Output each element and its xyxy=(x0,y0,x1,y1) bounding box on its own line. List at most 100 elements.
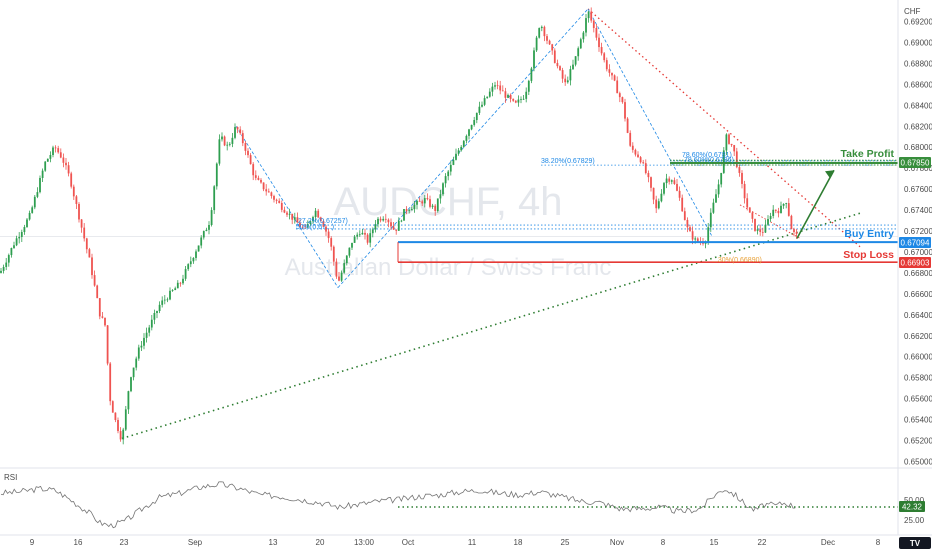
candle-bull xyxy=(579,39,582,49)
candle-bull xyxy=(52,147,54,155)
candle-bull xyxy=(764,224,767,233)
candle-bear xyxy=(330,238,333,247)
candle-bull xyxy=(470,124,473,130)
candle-bull xyxy=(189,261,192,265)
candle-bull xyxy=(210,210,213,225)
candle-bear xyxy=(104,317,106,326)
candle-bull xyxy=(767,219,769,225)
price-tick-label: 0.65200 xyxy=(904,437,932,446)
time-tick-label: 16 xyxy=(74,538,83,547)
candle-bull xyxy=(525,91,528,99)
candle-bull xyxy=(725,134,728,151)
candle-bull xyxy=(161,300,164,305)
candle-bull xyxy=(2,266,5,271)
stop-loss-badge-text: 0.66903 xyxy=(901,259,930,268)
candle-bull xyxy=(478,106,481,113)
candle-bear xyxy=(592,20,595,28)
candle-bear xyxy=(733,145,736,152)
candle-bull xyxy=(5,262,8,267)
candle-bull xyxy=(520,99,522,101)
candle-bull xyxy=(785,203,788,205)
candle-bull xyxy=(46,158,49,162)
time-tick-label: Oct xyxy=(402,538,415,547)
candle-bull xyxy=(140,345,143,348)
price-tick-label: 0.68600 xyxy=(904,80,932,89)
candle-bear xyxy=(119,431,122,440)
candle-bear xyxy=(106,325,109,364)
candle-bull xyxy=(221,136,223,140)
levels-layer xyxy=(397,159,898,263)
candle-bear xyxy=(616,80,619,94)
candle-bear xyxy=(332,246,335,262)
candle-bear xyxy=(273,196,275,200)
rsi-tick-25: 25.00 xyxy=(904,516,925,525)
candle-bull xyxy=(517,99,520,103)
candle-bear xyxy=(88,249,91,258)
candle-bull xyxy=(218,139,221,164)
candle-bull xyxy=(348,247,351,256)
candle-bull xyxy=(135,358,138,368)
candle-bear xyxy=(299,222,301,227)
candle-bull xyxy=(707,227,710,242)
candle-bull xyxy=(10,248,13,256)
candle-bull xyxy=(26,219,28,228)
candle-bear xyxy=(631,145,634,150)
buy-entry-label: Buy Entry xyxy=(844,228,894,240)
candle-bear xyxy=(618,93,621,98)
candle-bull xyxy=(132,367,135,378)
candle-bear xyxy=(291,213,294,220)
candle-bear xyxy=(405,209,408,211)
candle-bear xyxy=(686,219,689,228)
candle-bull xyxy=(202,231,205,238)
buy-entry-badge: 0.67094 xyxy=(899,237,931,248)
candle-bear xyxy=(743,183,746,199)
candle-bull xyxy=(312,217,314,222)
candle-bear xyxy=(787,203,790,216)
candle-bull xyxy=(382,218,385,221)
candle-bull xyxy=(7,255,10,263)
candle-bear xyxy=(236,127,239,130)
candle-bear xyxy=(57,148,60,153)
candle-bear xyxy=(642,162,645,164)
candle-bear xyxy=(418,200,421,202)
rsi-line xyxy=(0,481,796,529)
price-tick-label: 0.66600 xyxy=(904,290,932,299)
candle-bull xyxy=(533,50,535,69)
time-tick-label: 22 xyxy=(758,538,767,547)
price-tick-label: 0.67200 xyxy=(904,227,932,236)
candle-bear xyxy=(62,157,65,163)
candle-bear xyxy=(338,276,340,281)
time-tick-label: 25 xyxy=(561,538,570,547)
candle-bull xyxy=(122,429,125,440)
candle-bull xyxy=(41,170,44,178)
candle-bull xyxy=(720,172,723,185)
price-tick-label: 0.66200 xyxy=(904,332,932,341)
time-axis[interactable]: 9 16 23 Sep 13 20 13:00 Oct 11 18 25 Nov 8 15 22 Dec 8 xyxy=(30,538,881,547)
candle-bear xyxy=(608,69,611,73)
price-axis[interactable]: 0.69200 0.69000 0.68800 0.68600 0.68400 0.682… xyxy=(904,18,932,467)
rsi-pane[interactable] xyxy=(0,481,898,529)
tradingview-logo[interactable]: TV xyxy=(899,537,931,549)
price-tick-label: 0.67000 xyxy=(904,248,932,257)
candle-bear xyxy=(70,173,73,187)
candles-layer xyxy=(0,7,798,445)
candle-bull xyxy=(465,135,468,141)
candle-bull xyxy=(31,207,34,213)
candle-bear xyxy=(54,147,57,149)
price-tick-label: 0.66000 xyxy=(904,353,932,362)
candle-bear xyxy=(283,209,286,213)
candle-bull xyxy=(371,229,374,234)
candle-bear xyxy=(696,238,699,242)
take-profit-badge: 0.67850 xyxy=(899,157,931,168)
candle-bear xyxy=(223,136,226,146)
take-profit-badge-text: 0.67850 xyxy=(901,159,930,168)
candle-bear xyxy=(652,187,655,200)
candle-bull xyxy=(369,233,372,243)
candle-bull xyxy=(205,229,208,232)
candle-bear xyxy=(265,189,268,192)
candle-bear xyxy=(257,177,260,180)
candle-bull xyxy=(377,218,379,225)
candle-bear xyxy=(746,198,749,208)
candle-bear xyxy=(67,165,70,174)
